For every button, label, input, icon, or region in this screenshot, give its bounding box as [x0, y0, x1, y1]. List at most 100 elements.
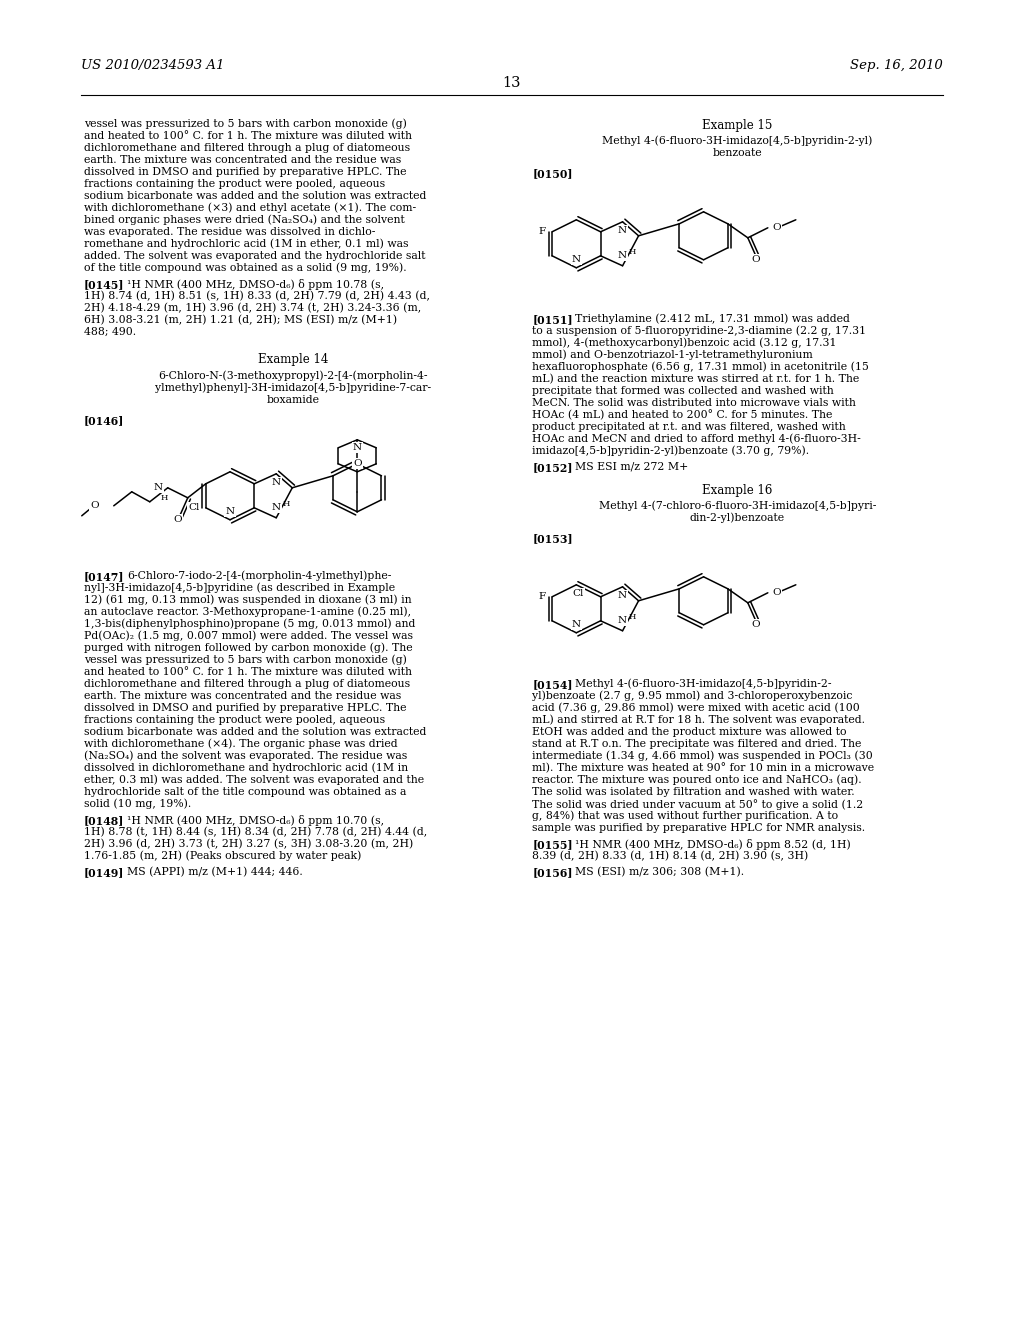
Text: dissolved in dichloromethane and hydrochloric acid (1M in: dissolved in dichloromethane and hydroch…	[84, 763, 409, 774]
Text: dissolved in DMSO and purified by preparative HPLC. The: dissolved in DMSO and purified by prepar…	[84, 166, 407, 177]
Text: vessel was pressurized to 5 bars with carbon monoxide (g): vessel was pressurized to 5 bars with ca…	[84, 119, 407, 129]
Text: mmol), 4-(methoxycarbonyl)benzoic acid (3.12 g, 17.31: mmol), 4-(methoxycarbonyl)benzoic acid (…	[532, 338, 837, 348]
Text: bined organic phases were dried (Na₂SO₄) and the solvent: bined organic phases were dried (Na₂SO₄)…	[84, 215, 404, 226]
Text: MS ESI m/z 272 M+: MS ESI m/z 272 M+	[575, 462, 689, 471]
Text: precipitate that formed was collected and washed with: precipitate that formed was collected an…	[532, 385, 835, 396]
Text: and heated to 100° C. for 1 h. The mixture was diluted with: and heated to 100° C. for 1 h. The mixtu…	[84, 131, 412, 141]
Text: 6-Chloro-7-iodo-2-[4-(morpholin-4-ylmethyl)phe-: 6-Chloro-7-iodo-2-[4-(morpholin-4-ylmeth…	[127, 570, 391, 581]
Text: 1H) 8.74 (d, 1H) 8.51 (s, 1H) 8.33 (d, 2H) 7.79 (d, 2H) 4.43 (d,: 1H) 8.74 (d, 1H) 8.51 (s, 1H) 8.33 (d, 2…	[84, 290, 430, 301]
Text: Example 15: Example 15	[702, 119, 772, 132]
Text: [0151]: [0151]	[532, 314, 573, 325]
Text: HOAc (4 mL) and heated to 200° C. for 5 minutes. The: HOAc (4 mL) and heated to 200° C. for 5 …	[532, 409, 833, 421]
Text: acid (7.36 g, 29.86 mmol) were mixed with acetic acid (100: acid (7.36 g, 29.86 mmol) were mixed wit…	[532, 702, 860, 713]
Text: F: F	[539, 227, 546, 236]
Text: [0153]: [0153]	[532, 533, 573, 544]
Text: N: N	[618, 616, 627, 626]
Text: ¹H NMR (400 MHz, DMSO-d₆) δ ppm 8.52 (d, 1H): ¹H NMR (400 MHz, DMSO-d₆) δ ppm 8.52 (d,…	[575, 838, 851, 850]
Text: N: N	[271, 478, 281, 487]
Text: 2H) 4.18-4.29 (m, 1H) 3.96 (d, 2H) 3.74 (t, 2H) 3.24-3.36 (m,: 2H) 4.18-4.29 (m, 1H) 3.96 (d, 2H) 3.74 …	[84, 302, 421, 313]
Text: (Na₂SO₄) and the solvent was evaporated. The residue was: (Na₂SO₄) and the solvent was evaporated.…	[84, 751, 408, 762]
Text: Methyl 4-(7-chloro-6-fluoro-3H-imidazo[4,5-b]pyri-: Methyl 4-(7-chloro-6-fluoro-3H-imidazo[4…	[599, 500, 876, 511]
Text: Example 16: Example 16	[702, 484, 772, 496]
Text: ml). The mixture was heated at 90° for 10 min in a microwave: ml). The mixture was heated at 90° for 1…	[532, 763, 874, 774]
Text: of the title compound was obtained as a solid (9 mg, 19%).: of the title compound was obtained as a …	[84, 263, 407, 273]
Text: MS (APPI) m/z (M+1) 444; 446.: MS (APPI) m/z (M+1) 444; 446.	[127, 867, 303, 876]
Text: 13: 13	[503, 77, 521, 90]
Text: US 2010/0234593 A1: US 2010/0234593 A1	[81, 59, 224, 73]
Text: EtOH was added and the product mixture was allowed to: EtOH was added and the product mixture w…	[532, 727, 847, 737]
Text: F: F	[539, 593, 546, 602]
Text: mmol) and O-benzotriazol-1-yl-tetramethyluronium: mmol) and O-benzotriazol-1-yl-tetramethy…	[532, 350, 813, 360]
Text: Methyl 4-(6-fluoro-3H-imidazo[4,5-b]pyridin-2-: Methyl 4-(6-fluoro-3H-imidazo[4,5-b]pyri…	[575, 678, 831, 689]
Text: N: N	[352, 444, 361, 453]
Text: romethane and hydrochloric acid (1M in ether, 0.1 ml) was: romethane and hydrochloric acid (1M in e…	[84, 239, 409, 249]
Text: [0152]: [0152]	[532, 462, 573, 473]
Text: [0150]: [0150]	[532, 168, 573, 178]
Text: 1.76-1.85 (m, 2H) (Peaks obscured by water peak): 1.76-1.85 (m, 2H) (Peaks obscured by wat…	[84, 851, 361, 862]
Text: reactor. The mixture was poured onto ice and NaHCO₃ (aq).: reactor. The mixture was poured onto ice…	[532, 775, 862, 785]
Text: dichloromethane and filtered through a plug of diatomeous: dichloromethane and filtered through a p…	[84, 678, 410, 689]
Text: [0147]: [0147]	[84, 570, 125, 582]
Text: ether, 0.3 ml) was added. The solvent was evaporated and the: ether, 0.3 ml) was added. The solvent wa…	[84, 775, 424, 785]
Text: fractions containing the product were pooled, aqueous: fractions containing the product were po…	[84, 715, 385, 725]
Text: The solid was isolated by filtration and washed with water.: The solid was isolated by filtration and…	[532, 787, 855, 797]
Text: sample was purified by preparative HPLC for NMR analysis.: sample was purified by preparative HPLC …	[532, 822, 865, 833]
Text: ¹H NMR (400 MHz, DMSO-d₆) δ ppm 10.70 (s,: ¹H NMR (400 MHz, DMSO-d₆) δ ppm 10.70 (s…	[127, 814, 384, 826]
Text: nyl]-3H-imidazo[4,5-b]pyridine (as described in Example: nyl]-3H-imidazo[4,5-b]pyridine (as descr…	[84, 583, 395, 594]
Text: Sep. 16, 2010: Sep. 16, 2010	[850, 59, 943, 73]
Text: 6-Chloro-N-(3-methoxypropyl)-2-[4-(morpholin-4-: 6-Chloro-N-(3-methoxypropyl)-2-[4-(morph…	[158, 371, 428, 381]
Text: [0145]: [0145]	[84, 279, 125, 290]
Text: din-2-yl)benzoate: din-2-yl)benzoate	[690, 512, 784, 523]
Text: solid (10 mg, 19%).: solid (10 mg, 19%).	[84, 799, 191, 809]
Text: hydrochloride salt of the title compound was obtained as a: hydrochloride salt of the title compound…	[84, 787, 407, 797]
Text: mL) and the reaction mixture was stirred at r.t. for 1 h. The: mL) and the reaction mixture was stirred…	[532, 374, 860, 384]
Text: yl)benzoate (2.7 g, 9.95 mmol) and 3-chloroperoxybenzoic: yl)benzoate (2.7 g, 9.95 mmol) and 3-chl…	[532, 690, 853, 701]
Text: [0146]: [0146]	[84, 414, 124, 426]
Text: ylmethyl)phenyl]-3H-imidazo[4,5-b]pyridine-7-car-: ylmethyl)phenyl]-3H-imidazo[4,5-b]pyridi…	[155, 383, 431, 393]
Text: earth. The mixture was concentrated and the residue was: earth. The mixture was concentrated and …	[84, 154, 401, 165]
Text: 6H) 3.08-3.21 (m, 2H) 1.21 (d, 2H); MS (ESI) m/z (M+1): 6H) 3.08-3.21 (m, 2H) 1.21 (d, 2H); MS (…	[84, 314, 397, 325]
Text: 2H) 3.96 (d, 2H) 3.73 (t, 2H) 3.27 (s, 3H) 3.08-3.20 (m, 2H): 2H) 3.96 (d, 2H) 3.73 (t, 2H) 3.27 (s, 3…	[84, 838, 414, 849]
Text: 12) (61 mg, 0.13 mmol) was suspended in dioxane (3 ml) in: 12) (61 mg, 0.13 mmol) was suspended in …	[84, 595, 412, 606]
Text: dissolved in DMSO and purified by preparative HPLC. The: dissolved in DMSO and purified by prepar…	[84, 702, 407, 713]
Text: N: N	[571, 255, 581, 264]
Text: imidazo[4,5-b]pyridin-2-yl)benzoate (3.70 g, 79%).: imidazo[4,5-b]pyridin-2-yl)benzoate (3.7…	[532, 446, 810, 457]
Text: N: N	[225, 507, 234, 516]
Text: N: N	[618, 251, 627, 260]
Text: to a suspension of 5-fluoropyridine-2,3-diamine (2.2 g, 17.31: to a suspension of 5-fluoropyridine-2,3-…	[532, 326, 866, 337]
Text: [0155]: [0155]	[532, 838, 573, 850]
Text: Methyl 4-(6-fluoro-3H-imidazo[4,5-b]pyridin-2-yl): Methyl 4-(6-fluoro-3H-imidazo[4,5-b]pyri…	[602, 136, 872, 147]
Text: 488; 490.: 488; 490.	[84, 327, 136, 337]
Text: with dichloromethane (×3) and ethyl acetate (×1). The com-: with dichloromethane (×3) and ethyl acet…	[84, 203, 416, 214]
Text: Triethylamine (2.412 mL, 17.31 mmol) was added: Triethylamine (2.412 mL, 17.31 mmol) was…	[575, 314, 850, 325]
Text: H: H	[160, 494, 168, 502]
Text: product precipitated at r.t. and was filtered, washed with: product precipitated at r.t. and was fil…	[532, 422, 846, 432]
Text: Pd(OAc)₂ (1.5 mg, 0.007 mmol) were added. The vessel was: Pd(OAc)₂ (1.5 mg, 0.007 mmol) were added…	[84, 631, 413, 642]
Text: ¹H NMR (400 MHz, DMSO-d₆) δ ppm 10.78 (s,: ¹H NMR (400 MHz, DMSO-d₆) δ ppm 10.78 (s…	[127, 279, 384, 290]
Text: earth. The mixture was concentrated and the residue was: earth. The mixture was concentrated and …	[84, 690, 401, 701]
Text: N: N	[618, 226, 627, 235]
Text: with dichloromethane (×4). The organic phase was dried: with dichloromethane (×4). The organic p…	[84, 739, 397, 750]
Text: H: H	[629, 248, 636, 256]
Text: N: N	[271, 503, 281, 512]
Text: O: O	[353, 459, 361, 469]
Text: an autoclave reactor. 3-Methoxypropane-1-amine (0.25 ml),: an autoclave reactor. 3-Methoxypropane-1…	[84, 607, 411, 618]
Text: intermediate (1.34 g, 4.66 mmol) was suspended in POCl₃ (30: intermediate (1.34 g, 4.66 mmol) was sus…	[532, 751, 873, 762]
Text: g, 84%) that was used without further purification. A to: g, 84%) that was used without further pu…	[532, 810, 839, 821]
Text: 1H) 8.78 (t, 1H) 8.44 (s, 1H) 8.34 (d, 2H) 7.78 (d, 2H) 4.44 (d,: 1H) 8.78 (t, 1H) 8.44 (s, 1H) 8.34 (d, 2…	[84, 826, 427, 837]
Text: benzoate: benzoate	[713, 148, 762, 158]
Text: sodium bicarbonate was added and the solution was extracted: sodium bicarbonate was added and the sol…	[84, 191, 426, 201]
Text: sodium bicarbonate was added and the solution was extracted: sodium bicarbonate was added and the sol…	[84, 727, 426, 737]
Text: N: N	[571, 620, 581, 630]
Text: MS (ESI) m/z 306; 308 (M+1).: MS (ESI) m/z 306; 308 (M+1).	[575, 867, 744, 876]
Text: O: O	[752, 620, 760, 630]
Text: [0148]: [0148]	[84, 814, 124, 826]
Text: N: N	[154, 483, 163, 492]
Text: Example 14: Example 14	[258, 352, 328, 366]
Text: was evaporated. The residue was dissolved in dichlo-: was evaporated. The residue was dissolve…	[84, 227, 376, 236]
Text: Cl: Cl	[572, 589, 584, 598]
Text: The solid was dried under vacuum at 50° to give a solid (1.2: The solid was dried under vacuum at 50° …	[532, 799, 863, 809]
Text: and heated to 100° C. for 1 h. The mixture was diluted with: and heated to 100° C. for 1 h. The mixtu…	[84, 667, 412, 677]
Text: N: N	[618, 591, 627, 601]
Text: O: O	[90, 502, 98, 511]
